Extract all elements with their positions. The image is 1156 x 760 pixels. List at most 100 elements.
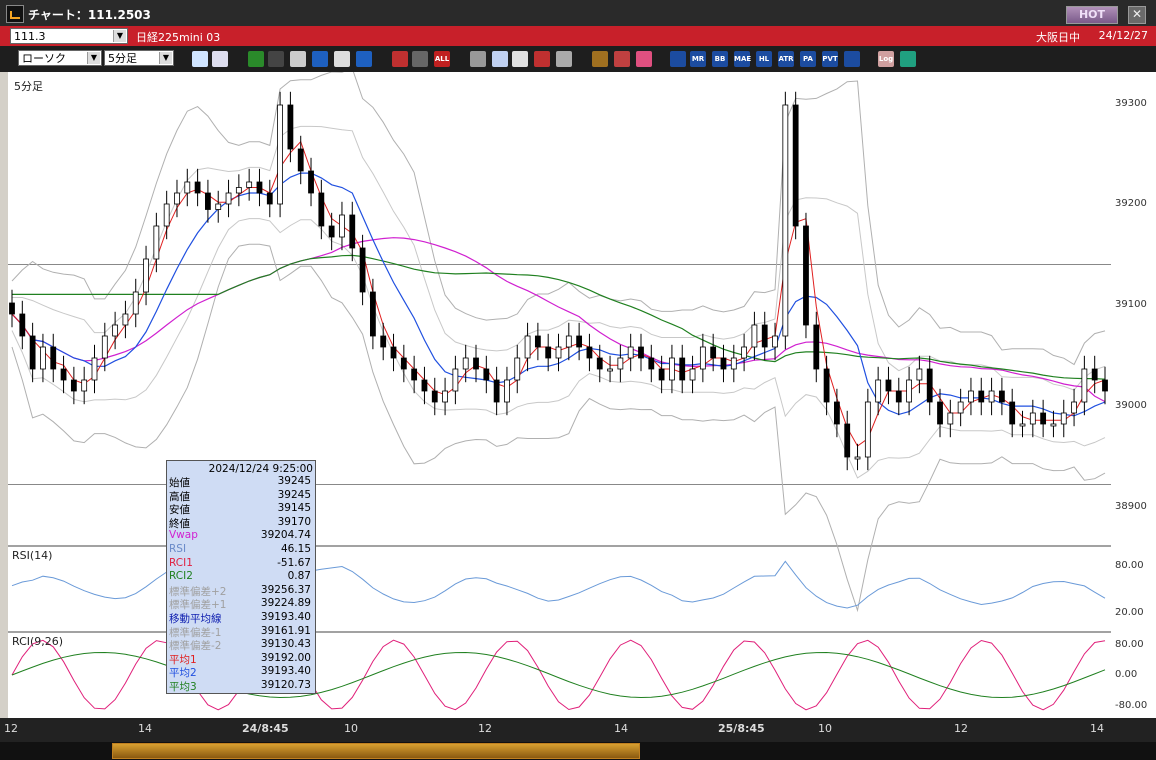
row-label: 平均3 <box>169 681 197 693</box>
candle-body <box>689 368 696 381</box>
export-icon[interactable] <box>900 51 916 67</box>
candle-body <box>1060 412 1067 425</box>
candle-body <box>225 192 232 205</box>
frame-icon[interactable] <box>844 51 860 67</box>
row-value: 39245 <box>277 475 311 487</box>
data-window-row: RSI 46.15 <box>167 543 313 557</box>
row-label: 平均1 <box>169 653 197 666</box>
info-icon[interactable] <box>556 51 572 67</box>
row-value: 0.87 <box>287 570 311 583</box>
pen-icon[interactable] <box>248 51 264 67</box>
cursor-icon[interactable] <box>290 51 306 67</box>
candle-body <box>1050 423 1057 427</box>
trash-icon[interactable] <box>356 51 372 67</box>
candle-body <box>452 368 459 392</box>
rci-tick: -80.00 <box>1115 700 1148 711</box>
chart-icon[interactable] <box>512 51 528 67</box>
candle-body <box>50 346 57 370</box>
candle-body <box>1081 368 1088 403</box>
pencil-icon[interactable] <box>614 51 630 67</box>
candle-body <box>431 390 438 403</box>
window-title: チャート：111.2503 <box>28 8 151 22</box>
row-label: RCI2 <box>169 570 193 583</box>
hot-button[interactable]: HOT <box>1066 6 1118 24</box>
candle-body <box>174 192 180 205</box>
candle-body <box>9 302 15 315</box>
candle-icon[interactable] <box>392 51 408 67</box>
candle-body <box>772 335 778 348</box>
pvt-icon[interactable]: PVT <box>822 51 838 67</box>
scroll-thumb[interactable] <box>112 743 640 759</box>
candle-body <box>596 357 603 370</box>
rsi-tick: 20.00 <box>1115 607 1144 618</box>
row-value: 39130.43 <box>260 638 311 651</box>
pa-icon[interactable]: PA <box>800 51 816 67</box>
candle-body <box>803 225 809 326</box>
candle-body <box>163 203 170 227</box>
time-scrollbar[interactable] <box>0 742 1156 760</box>
rci-tick: 80.00 <box>1115 639 1144 650</box>
mr-icon[interactable]: MR <box>690 51 706 67</box>
settings-icon[interactable] <box>534 51 550 67</box>
bar-icon[interactable] <box>412 51 428 67</box>
hl-icon[interactable]: HL <box>756 51 772 67</box>
candle-body <box>91 357 98 381</box>
candle-body <box>937 401 943 425</box>
note-icon[interactable] <box>334 51 350 67</box>
candle-body <box>926 368 933 403</box>
crosshair-icon[interactable] <box>212 51 228 67</box>
data-window-row: 標準偏差-2 39130.43 <box>167 638 313 652</box>
arrow-icon[interactable] <box>312 51 328 67</box>
data-window-row: 終値 39170 <box>167 516 313 530</box>
window-titlebar: チャート：111.2503 HOT ✕ <box>0 0 1156 26</box>
candle-body <box>308 170 314 194</box>
candle-body <box>751 324 758 348</box>
candle-body <box>576 335 583 348</box>
candle-body <box>143 258 149 293</box>
color-icon[interactable] <box>636 51 652 67</box>
candle-body <box>215 203 222 210</box>
x-tick: 14 <box>614 722 628 735</box>
bb-icon[interactable]: BB <box>712 51 728 67</box>
row-label: 標準偏差-2 <box>169 640 222 653</box>
candle-body <box>1019 423 1026 427</box>
rsi-panel-label: RSI(14) <box>12 549 53 562</box>
candle-body <box>514 357 521 381</box>
candle-body <box>122 313 129 326</box>
x-tick: 12 <box>954 722 968 735</box>
close-button[interactable]: ✕ <box>1128 6 1146 24</box>
stamp-icon[interactable] <box>470 51 486 67</box>
data-window-row: RCI2 0.87 <box>167 570 313 584</box>
wrench-icon[interactable] <box>268 51 284 67</box>
candle-body <box>792 104 799 227</box>
chart-canvas[interactable] <box>8 67 1111 720</box>
data-window-row: 平均2 39193.40 <box>167 665 313 679</box>
zoom-icon[interactable] <box>192 51 208 67</box>
vwap-line <box>11 237 1106 403</box>
row-label: 平均2 <box>169 667 197 680</box>
row-label: 標準偏差+2 <box>169 585 227 598</box>
candle-body <box>81 379 88 392</box>
candle-body <box>998 390 1005 403</box>
candle-body <box>947 412 954 425</box>
chart-type-select[interactable]: ローソク ▼ <box>18 50 102 66</box>
row-label: 安値 <box>169 504 190 517</box>
all-icon[interactable]: ALL <box>434 51 450 67</box>
mae-icon[interactable]: MAE <box>734 51 751 67</box>
row-label: 始値 <box>169 477 190 489</box>
interval-select[interactable]: 5分足 ▼ <box>104 50 174 66</box>
log-icon[interactable]: Log <box>878 51 894 67</box>
data-window-row: 平均3 39120.73 <box>167 679 313 693</box>
ma-icon[interactable] <box>670 51 686 67</box>
atr-icon[interactable]: ATR <box>778 51 794 67</box>
candle-body <box>669 357 675 381</box>
code-select[interactable]: 111.3 ▼ <box>10 28 128 44</box>
search-icon[interactable] <box>492 51 508 67</box>
gear-icon[interactable] <box>592 51 608 67</box>
candle-body <box>916 368 923 381</box>
row-value: 46.15 <box>280 543 311 555</box>
candle-body <box>421 379 428 392</box>
candle-body <box>658 368 665 381</box>
candle-body <box>565 335 572 348</box>
row-value: 39245 <box>277 488 311 501</box>
